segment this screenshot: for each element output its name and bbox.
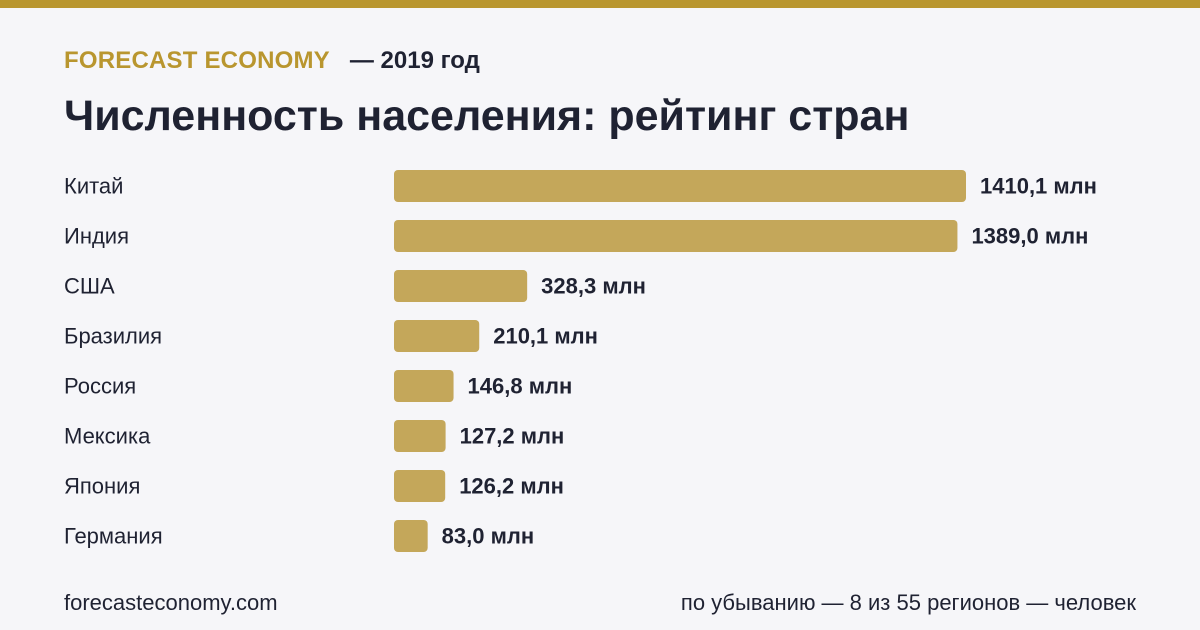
value-label: 1389,0 млн: [971, 224, 1088, 249]
bar: [394, 170, 966, 202]
population-bar-chart: Китай 1410,1 млн Индия 1389,0 млн США 328,3 м…: [64, 170, 1097, 552]
bar: [394, 420, 446, 452]
bar: [394, 320, 480, 352]
brand-name: FORECAST ECONOMY: [64, 47, 330, 74]
value-label: 146,8 млн: [468, 374, 573, 399]
bar: [394, 220, 958, 252]
category-label: Китай: [64, 174, 123, 199]
category-label: Япония: [64, 474, 140, 499]
bar: [394, 370, 454, 402]
value-label: 126,2 млн: [459, 474, 564, 499]
value-label: 328,3 млн: [541, 274, 646, 299]
value-label: 127,2 млн: [460, 424, 565, 449]
category-label: Германия: [64, 524, 163, 549]
footer-note: по убыванию — 8 из 55 регионов — человек: [680, 590, 1136, 615]
category-label: США: [64, 274, 115, 299]
footer-source: forecasteconomy.com: [64, 590, 278, 615]
category-label: Россия: [64, 374, 136, 399]
category-label: Бразилия: [64, 324, 162, 349]
bar: [394, 270, 528, 302]
category-label: Мексика: [64, 424, 151, 449]
bar: [394, 520, 428, 552]
value-label: 1410,1 млн: [980, 174, 1097, 199]
category-label: Индия: [64, 224, 129, 249]
value-label: 210,1 млн: [493, 324, 598, 349]
year-label: — 2019 год: [349, 47, 480, 74]
page-title: Численность населения: рейтинг стран: [64, 92, 910, 140]
top-accent-stripe: [0, 0, 1200, 8]
bar: [394, 470, 446, 502]
value-label: 83,0 млн: [442, 524, 534, 549]
header: FORECAST ECONOMY — 2019 год: [64, 44, 480, 78]
